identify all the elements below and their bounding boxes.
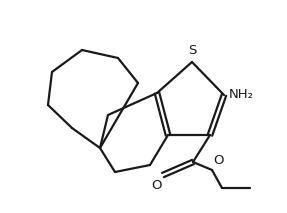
Text: O: O: [213, 154, 224, 167]
Text: O: O: [152, 179, 162, 192]
Text: S: S: [188, 44, 196, 57]
Text: NH₂: NH₂: [229, 88, 254, 102]
